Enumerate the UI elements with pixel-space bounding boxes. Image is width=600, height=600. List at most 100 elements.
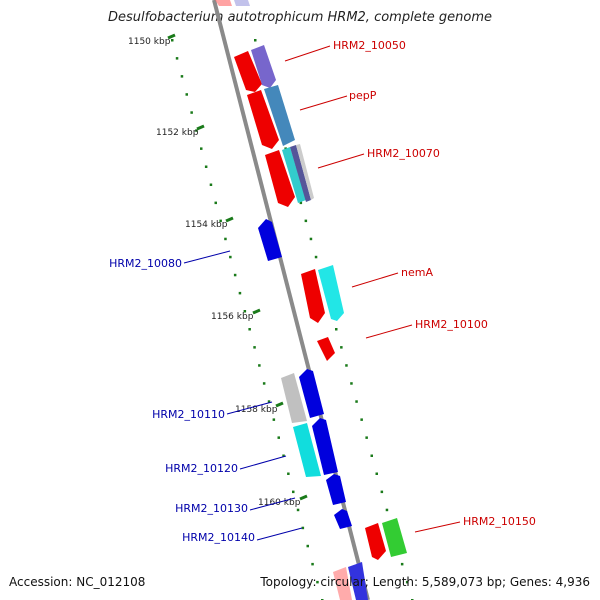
gene-arrow [247,90,279,149]
tick-dot [306,544,309,548]
tick-dot [209,183,213,186]
gene-arrow [215,0,232,6]
tick-dot [314,255,318,259]
tick-dot [282,454,285,457]
left-leader-lines [183,250,303,541]
tick-dot [311,562,314,566]
gene-arrow [293,423,321,477]
gene-label-hrm2-10100: HRM2_10100 [415,318,488,331]
gene-arrow [326,474,346,505]
tick-dot [175,57,179,60]
tick-dot [355,400,358,403]
gene-arrow [282,147,306,203]
gene-arrow [290,145,311,202]
tick-dot [214,201,217,205]
tick-dot [316,580,319,584]
gene-label-pepp: pepP [349,89,377,102]
gene-arrow [333,567,352,600]
left-gene-labels: HRM2_10080 HRM2_10110 HRM2_10120 HRM2_10… [109,257,255,544]
gene-label-hrm2-10110: HRM2_10110 [152,408,225,421]
tick-dot [360,418,363,421]
gene-arrow [234,0,250,6]
tick-dot [224,237,227,241]
tick-dot [180,75,184,78]
tick-dot [304,219,308,223]
gene-arrow [348,562,368,600]
tick-dot [299,201,303,205]
tick-dot [200,147,203,150]
tick-dot [258,364,261,367]
genome-summary-text: Topology: circular; Length: 5,589,073 bp… [260,575,590,589]
tick-dot [254,39,257,42]
gene-label-hrm2-10150: HRM2_10150 [463,515,536,528]
gene-arrow [234,51,262,92]
gene-arrow [382,518,407,557]
tick-dot [272,418,276,421]
gene-arrow [318,265,344,321]
tick-dot [229,255,232,259]
right-gene-labels: HRM2_10050 pepP HRM2_10070 nemA HRM2_101… [333,39,536,528]
kbp-labels: 1150 kbp 1152 kbp 1154 kbp 1156 kbp 1158… [128,37,301,508]
tick-dot [238,291,242,295]
gene-label-hrm2-10070: HRM2_10070 [367,147,440,160]
tick-dot [380,490,384,494]
kbp-major-ticks [167,33,308,501]
kbp-label: 1154 kbp [185,220,228,230]
tick-dot [370,454,373,457]
tick-dot [253,346,256,349]
tick-dot [190,111,193,114]
tick-dot [233,273,237,277]
tick-dot [296,508,300,512]
gene-arrow [312,418,338,475]
tick-dot [287,472,290,475]
gene-arrow [365,523,386,560]
tick-dot [171,39,174,42]
tick-dot [292,490,295,494]
tick-dot [385,508,389,512]
tick-dot [243,310,247,313]
tick-dot [219,219,222,223]
tick-dot [345,364,348,367]
tick-dot [405,580,409,584]
gene-arrow [264,85,295,146]
gene-arrow [317,337,335,361]
tick-dot [262,382,266,385]
gene-arrow [334,509,352,529]
tick-dot [248,328,251,331]
tick-dot [185,93,188,96]
tick-dot [267,400,271,403]
gene-label-hrm2-10140: HRM2_10140 [182,531,255,544]
gene-label-nema: nemA [401,266,433,279]
inner-tick-ring [171,39,324,600]
tick-dot [400,562,404,566]
kbp-label: 1156 kbp [211,312,254,322]
tick-dot [309,237,313,241]
gene-arrow [281,373,307,423]
genome-title: Desulfobacterium autotrophicum HRM2, com… [107,10,493,25]
right-leader-lines [284,45,461,533]
gene-arrow [251,45,276,88]
tick-dot [195,129,198,132]
gene-label-hrm2-10080: HRM2_10080 [109,257,182,270]
kbp-label: 1152 kbp [156,128,199,138]
tick-dot [350,382,353,385]
tick-dot [277,436,280,439]
gene-arrow [296,144,314,200]
gene-features [215,0,407,600]
gene-arrow [265,150,295,207]
gene-arrow [301,269,325,323]
gene-label-hrm2-10120: HRM2_10120 [165,462,238,475]
gene-arrow [299,369,324,418]
accession-text: Accession: NC_012108 [9,575,146,589]
kbp-label: 1158 kbp [235,405,278,415]
gene-label-hrm2-10050: HRM2_10050 [333,39,406,52]
tick-dot [365,436,368,439]
kbp-label: 1150 kbp [128,37,171,47]
tick-dot [340,346,343,349]
kbp-label: 1160 kbp [258,498,301,508]
gene-arrow [258,219,282,261]
tick-dot [301,526,305,530]
tick-dot [204,165,208,168]
tick-dot [335,328,338,331]
